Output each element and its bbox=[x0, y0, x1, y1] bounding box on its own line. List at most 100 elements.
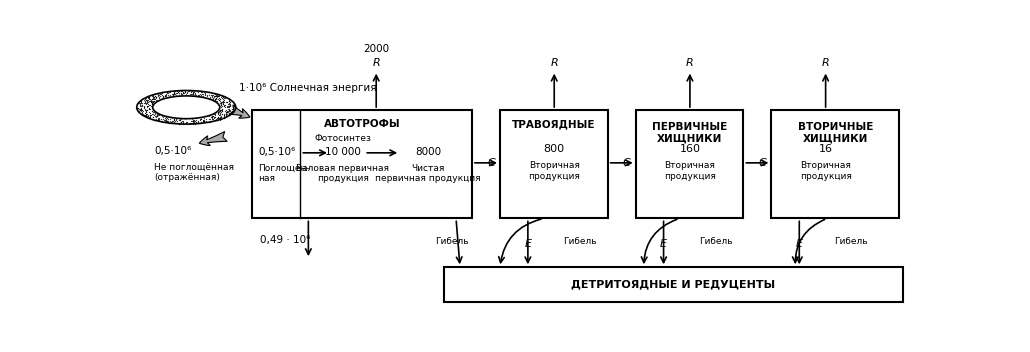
Point bbox=[197, 93, 213, 98]
Point bbox=[164, 120, 180, 125]
Point bbox=[198, 102, 214, 108]
Point bbox=[207, 96, 224, 102]
Point bbox=[195, 96, 211, 102]
Point bbox=[153, 109, 170, 115]
Point bbox=[137, 99, 153, 105]
Point bbox=[136, 105, 152, 111]
Point bbox=[148, 112, 165, 118]
Point bbox=[198, 119, 214, 124]
Point bbox=[204, 113, 220, 119]
Point bbox=[160, 116, 176, 121]
Point bbox=[199, 99, 215, 105]
Point bbox=[163, 111, 179, 116]
Point bbox=[141, 106, 158, 112]
Point bbox=[146, 105, 163, 111]
Point bbox=[145, 109, 162, 114]
Point bbox=[158, 92, 174, 98]
Point bbox=[193, 119, 209, 125]
Point bbox=[156, 100, 172, 105]
Point bbox=[134, 107, 150, 113]
Point bbox=[205, 113, 221, 119]
Point bbox=[201, 92, 217, 98]
Point bbox=[177, 108, 194, 114]
Point bbox=[195, 98, 211, 104]
Point bbox=[176, 110, 193, 115]
Point bbox=[175, 96, 192, 101]
Point bbox=[186, 112, 203, 118]
Point bbox=[153, 110, 170, 115]
Point bbox=[138, 107, 154, 113]
Point bbox=[194, 92, 210, 98]
Point bbox=[178, 101, 195, 107]
Point bbox=[160, 113, 176, 119]
Point bbox=[138, 109, 154, 115]
Point bbox=[195, 95, 211, 101]
Point bbox=[213, 102, 230, 107]
Point bbox=[181, 104, 198, 110]
Point bbox=[209, 93, 226, 99]
Point bbox=[158, 95, 174, 101]
Point bbox=[190, 102, 206, 108]
Text: АВТОТРОФЫ: АВТОТРОФЫ bbox=[323, 119, 401, 130]
Point bbox=[145, 96, 162, 102]
Point bbox=[203, 97, 219, 102]
Point bbox=[199, 103, 215, 109]
Point bbox=[209, 114, 226, 120]
Point bbox=[172, 109, 188, 115]
Point bbox=[187, 99, 204, 105]
Point bbox=[183, 92, 200, 97]
Point bbox=[144, 101, 161, 107]
Point bbox=[176, 108, 193, 114]
Point bbox=[193, 106, 209, 111]
Point bbox=[222, 103, 239, 108]
Text: Вторичная
продукция: Вторичная продукция bbox=[664, 161, 716, 181]
Point bbox=[146, 99, 163, 104]
Point bbox=[188, 96, 205, 102]
Point bbox=[195, 118, 211, 124]
Point bbox=[197, 101, 213, 107]
Point bbox=[213, 115, 230, 121]
Point bbox=[192, 117, 208, 122]
Point bbox=[183, 92, 200, 98]
Point bbox=[183, 88, 200, 94]
Point bbox=[157, 113, 173, 119]
Point bbox=[194, 112, 210, 118]
Point bbox=[134, 103, 150, 109]
Point bbox=[201, 95, 217, 101]
Point bbox=[212, 102, 229, 107]
Point bbox=[136, 101, 152, 106]
Point bbox=[173, 93, 190, 99]
Point bbox=[166, 89, 182, 95]
Point bbox=[180, 110, 197, 115]
Point bbox=[206, 97, 222, 102]
Point bbox=[176, 94, 193, 100]
Point bbox=[182, 115, 199, 121]
Point bbox=[139, 97, 156, 102]
Point bbox=[177, 100, 194, 105]
Point bbox=[190, 104, 206, 110]
Point bbox=[221, 103, 238, 109]
Point bbox=[193, 112, 209, 118]
Point bbox=[193, 93, 209, 99]
Point bbox=[175, 90, 192, 96]
Point bbox=[210, 113, 227, 118]
Point bbox=[165, 103, 181, 109]
Point bbox=[193, 98, 209, 103]
Point bbox=[172, 95, 188, 101]
Text: 8000: 8000 bbox=[415, 147, 441, 157]
Point bbox=[205, 109, 221, 115]
Point bbox=[207, 100, 224, 106]
Point bbox=[142, 112, 159, 118]
Point bbox=[151, 117, 168, 122]
Point bbox=[226, 107, 242, 113]
Point bbox=[210, 109, 227, 115]
Point bbox=[216, 113, 233, 118]
Point bbox=[226, 104, 242, 109]
Point bbox=[213, 94, 230, 99]
Point bbox=[212, 108, 229, 114]
Text: Гибель: Гибель bbox=[834, 237, 868, 246]
Point bbox=[220, 107, 237, 113]
Point bbox=[149, 97, 166, 103]
Text: 800: 800 bbox=[544, 144, 564, 154]
Point bbox=[185, 92, 202, 97]
